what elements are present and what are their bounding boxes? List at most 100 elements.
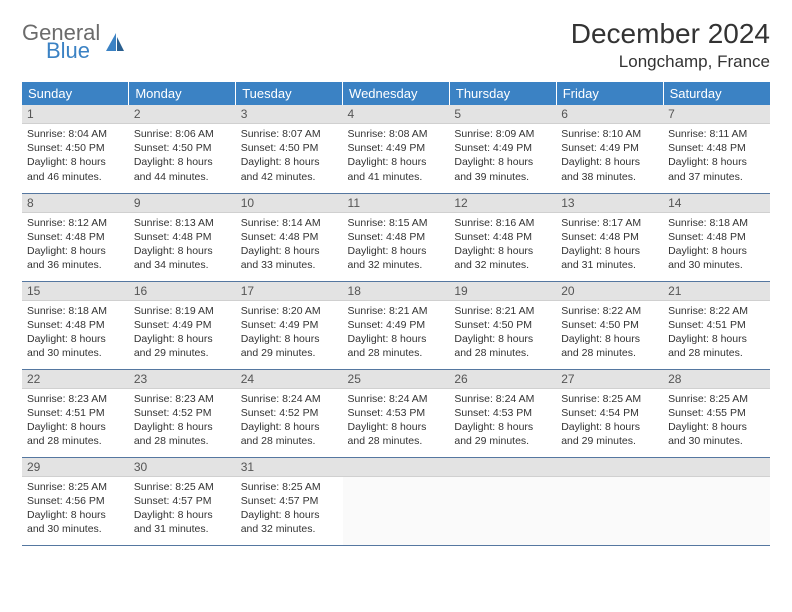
daylight-line: Daylight: 8 hours and 28 minutes. (561, 332, 658, 360)
day-details: Sunrise: 8:25 AMSunset: 4:54 PMDaylight:… (556, 389, 663, 453)
sunset-line: Sunset: 4:55 PM (668, 406, 765, 420)
calendar-table: SundayMondayTuesdayWednesdayThursdayFrid… (22, 82, 770, 546)
daylight-line: Daylight: 8 hours and 36 minutes. (27, 244, 124, 272)
day-details: Sunrise: 8:18 AMSunset: 4:48 PMDaylight:… (22, 301, 129, 365)
daylight-line: Daylight: 8 hours and 37 minutes. (668, 155, 765, 183)
day-details: Sunrise: 8:09 AMSunset: 4:49 PMDaylight:… (449, 124, 556, 188)
day-details: Sunrise: 8:23 AMSunset: 4:51 PMDaylight:… (22, 389, 129, 453)
day-details: Sunrise: 8:13 AMSunset: 4:48 PMDaylight:… (129, 213, 236, 277)
sunset-line: Sunset: 4:48 PM (134, 230, 231, 244)
day-details: Sunrise: 8:12 AMSunset: 4:48 PMDaylight:… (22, 213, 129, 277)
day-number: 6 (556, 105, 663, 124)
calendar-day-cell: 11Sunrise: 8:15 AMSunset: 4:48 PMDayligh… (343, 193, 450, 281)
sunset-line: Sunset: 4:48 PM (348, 230, 445, 244)
day-details: Sunrise: 8:20 AMSunset: 4:49 PMDaylight:… (236, 301, 343, 365)
daylight-line: Daylight: 8 hours and 30 minutes. (27, 508, 124, 536)
day-number: 26 (449, 370, 556, 389)
calendar-day-cell: 20Sunrise: 8:22 AMSunset: 4:50 PMDayligh… (556, 281, 663, 369)
sunset-line: Sunset: 4:48 PM (27, 318, 124, 332)
daylight-line: Daylight: 8 hours and 38 minutes. (561, 155, 658, 183)
day-number: 5 (449, 105, 556, 124)
day-details: Sunrise: 8:24 AMSunset: 4:53 PMDaylight:… (449, 389, 556, 453)
weekday-header: Wednesday (343, 82, 450, 105)
sunrise-line: Sunrise: 8:21 AM (348, 304, 445, 318)
sunrise-line: Sunrise: 8:25 AM (241, 480, 338, 494)
sunset-line: Sunset: 4:54 PM (561, 406, 658, 420)
weekday-header-row: SundayMondayTuesdayWednesdayThursdayFrid… (22, 82, 770, 105)
sunset-line: Sunset: 4:52 PM (241, 406, 338, 420)
sunrise-line: Sunrise: 8:12 AM (27, 216, 124, 230)
calendar-day-cell: 27Sunrise: 8:25 AMSunset: 4:54 PMDayligh… (556, 369, 663, 457)
location: Longchamp, France (571, 52, 770, 72)
header: General Blue December 2024 Longchamp, Fr… (22, 18, 770, 72)
sunrise-line: Sunrise: 8:10 AM (561, 127, 658, 141)
sunset-line: Sunset: 4:48 PM (668, 141, 765, 155)
day-details: Sunrise: 8:25 AMSunset: 4:55 PMDaylight:… (663, 389, 770, 453)
sunrise-line: Sunrise: 8:25 AM (27, 480, 124, 494)
weekday-header: Saturday (663, 82, 770, 105)
day-number: 18 (343, 282, 450, 301)
day-number: 13 (556, 194, 663, 213)
day-details: Sunrise: 8:25 AMSunset: 4:57 PMDaylight:… (236, 477, 343, 541)
sunset-line: Sunset: 4:48 PM (454, 230, 551, 244)
sunrise-line: Sunrise: 8:23 AM (27, 392, 124, 406)
sunrise-line: Sunrise: 8:16 AM (454, 216, 551, 230)
weekday-header: Sunday (22, 82, 129, 105)
calendar-day-cell: 10Sunrise: 8:14 AMSunset: 4:48 PMDayligh… (236, 193, 343, 281)
calendar-week-row: 29Sunrise: 8:25 AMSunset: 4:56 PMDayligh… (22, 457, 770, 545)
weekday-header: Thursday (449, 82, 556, 105)
daylight-line: Daylight: 8 hours and 28 minutes. (454, 332, 551, 360)
sunset-line: Sunset: 4:49 PM (348, 141, 445, 155)
sunset-line: Sunset: 4:48 PM (27, 230, 124, 244)
daylight-line: Daylight: 8 hours and 29 minutes. (561, 420, 658, 448)
calendar-day-cell: 8Sunrise: 8:12 AMSunset: 4:48 PMDaylight… (22, 193, 129, 281)
calendar-day-cell: 2Sunrise: 8:06 AMSunset: 4:50 PMDaylight… (129, 105, 236, 193)
sunset-line: Sunset: 4:48 PM (668, 230, 765, 244)
day-details: Sunrise: 8:15 AMSunset: 4:48 PMDaylight:… (343, 213, 450, 277)
day-number: 30 (129, 458, 236, 477)
sunrise-line: Sunrise: 8:25 AM (134, 480, 231, 494)
sunset-line: Sunset: 4:53 PM (348, 406, 445, 420)
day-number: 11 (343, 194, 450, 213)
sunrise-line: Sunrise: 8:22 AM (668, 304, 765, 318)
calendar-day-cell (556, 457, 663, 545)
sunset-line: Sunset: 4:50 PM (241, 141, 338, 155)
sunrise-line: Sunrise: 8:13 AM (134, 216, 231, 230)
calendar-day-cell: 16Sunrise: 8:19 AMSunset: 4:49 PMDayligh… (129, 281, 236, 369)
calendar-day-cell: 21Sunrise: 8:22 AMSunset: 4:51 PMDayligh… (663, 281, 770, 369)
calendar-day-cell: 24Sunrise: 8:24 AMSunset: 4:52 PMDayligh… (236, 369, 343, 457)
daylight-line: Daylight: 8 hours and 29 minutes. (134, 332, 231, 360)
daylight-line: Daylight: 8 hours and 31 minutes. (134, 508, 231, 536)
daylight-line: Daylight: 8 hours and 30 minutes. (668, 420, 765, 448)
sunrise-line: Sunrise: 8:20 AM (241, 304, 338, 318)
day-details: Sunrise: 8:16 AMSunset: 4:48 PMDaylight:… (449, 213, 556, 277)
day-details: Sunrise: 8:24 AMSunset: 4:52 PMDaylight:… (236, 389, 343, 453)
day-details: Sunrise: 8:25 AMSunset: 4:56 PMDaylight:… (22, 477, 129, 541)
calendar-day-cell (449, 457, 556, 545)
page-title: December 2024 (571, 18, 770, 50)
calendar-day-cell: 29Sunrise: 8:25 AMSunset: 4:56 PMDayligh… (22, 457, 129, 545)
day-number: 31 (236, 458, 343, 477)
daylight-line: Daylight: 8 hours and 34 minutes. (134, 244, 231, 272)
day-details: Sunrise: 8:21 AMSunset: 4:49 PMDaylight:… (343, 301, 450, 365)
daylight-line: Daylight: 8 hours and 32 minutes. (241, 508, 338, 536)
day-number: 8 (22, 194, 129, 213)
day-details: Sunrise: 8:25 AMSunset: 4:57 PMDaylight:… (129, 477, 236, 541)
sunrise-line: Sunrise: 8:07 AM (241, 127, 338, 141)
daylight-line: Daylight: 8 hours and 28 minutes. (348, 332, 445, 360)
sunset-line: Sunset: 4:49 PM (241, 318, 338, 332)
daylight-line: Daylight: 8 hours and 28 minutes. (668, 332, 765, 360)
daylight-line: Daylight: 8 hours and 33 minutes. (241, 244, 338, 272)
sunrise-line: Sunrise: 8:18 AM (668, 216, 765, 230)
weekday-header: Friday (556, 82, 663, 105)
weekday-header: Tuesday (236, 82, 343, 105)
calendar-day-cell: 22Sunrise: 8:23 AMSunset: 4:51 PMDayligh… (22, 369, 129, 457)
sunrise-line: Sunrise: 8:24 AM (241, 392, 338, 406)
sunset-line: Sunset: 4:50 PM (134, 141, 231, 155)
calendar-week-row: 8Sunrise: 8:12 AMSunset: 4:48 PMDaylight… (22, 193, 770, 281)
daylight-line: Daylight: 8 hours and 42 minutes. (241, 155, 338, 183)
sunset-line: Sunset: 4:57 PM (134, 494, 231, 508)
calendar-day-cell: 25Sunrise: 8:24 AMSunset: 4:53 PMDayligh… (343, 369, 450, 457)
day-details: Sunrise: 8:22 AMSunset: 4:51 PMDaylight:… (663, 301, 770, 365)
day-details: Sunrise: 8:23 AMSunset: 4:52 PMDaylight:… (129, 389, 236, 453)
